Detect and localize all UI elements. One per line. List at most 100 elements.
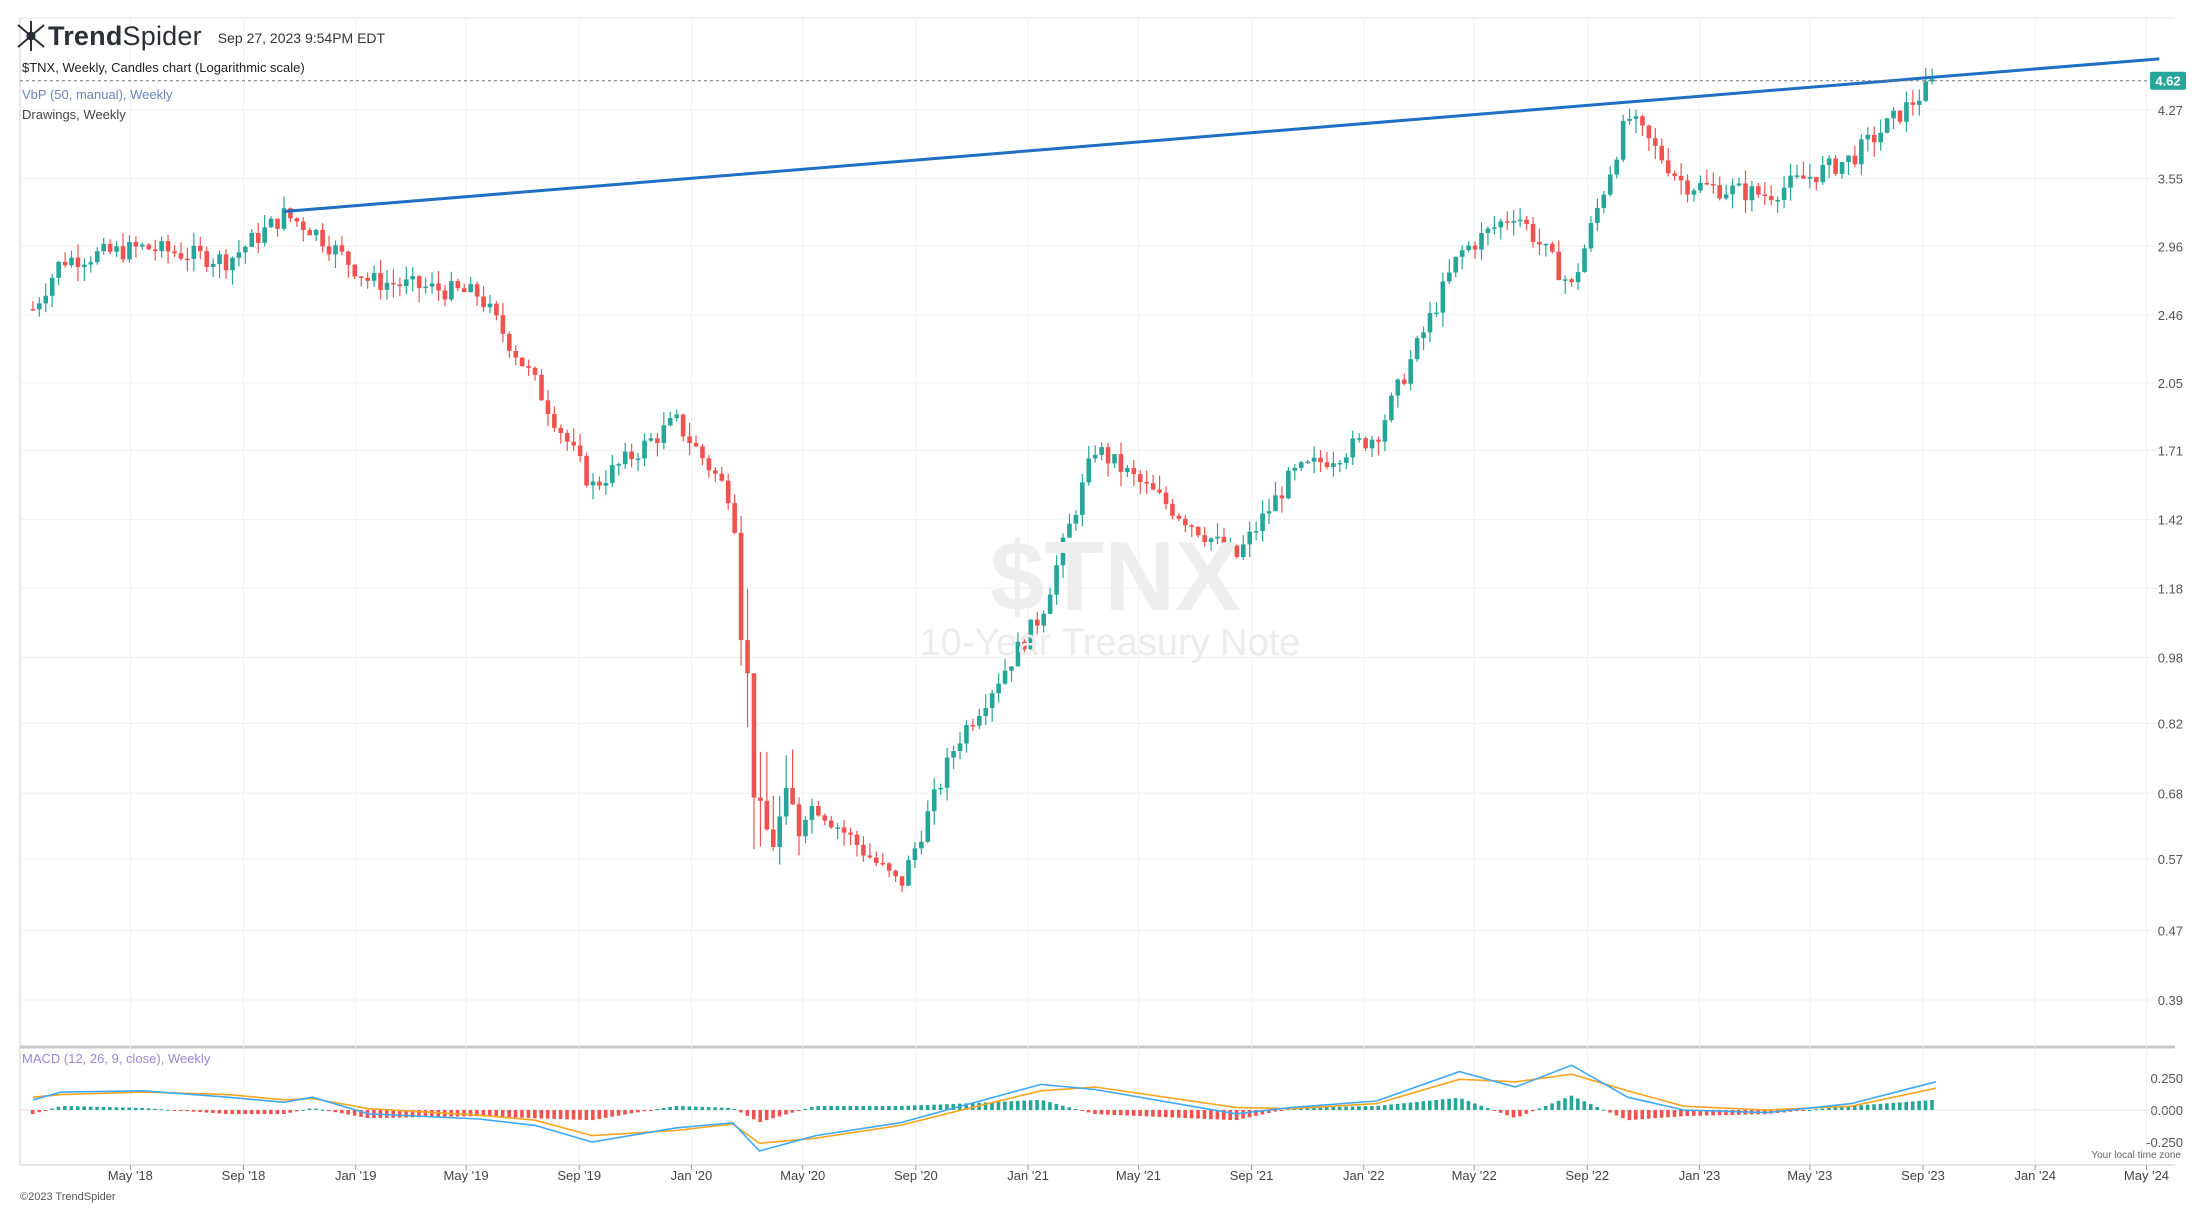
candle-body [758, 797, 763, 801]
macd-histogram-bar [475, 1110, 479, 1117]
macd-histogram-bar [314, 1108, 318, 1110]
chart-legend[interactable]: $TNX, Weekly, Candles chart (Logarithmic… [22, 60, 305, 75]
macd-histogram-bar [694, 1106, 698, 1110]
x-tick-label: Sep '22 [1565, 1168, 1609, 1183]
candle-body [1511, 221, 1516, 223]
candle-body [1331, 463, 1336, 468]
candle-body [841, 827, 847, 833]
candle-body [1923, 81, 1929, 101]
candle-body [1550, 243, 1555, 252]
macd-histogram-bar [178, 1110, 183, 1111]
candle-body [249, 232, 255, 247]
macd-histogram-bar [1685, 1110, 1690, 1117]
candle-body [416, 276, 422, 289]
candle-body [1273, 495, 1278, 512]
macd-histogram-bar [269, 1110, 273, 1115]
macd-histogram-bar [1820, 1108, 1825, 1110]
candle-body [1884, 118, 1890, 133]
macd-histogram-bar [1569, 1095, 1574, 1110]
x-tick-label: May '23 [1787, 1168, 1832, 1183]
candle-body [532, 367, 538, 375]
candle-body [159, 241, 164, 252]
macd-histogram-bar [1859, 1105, 1863, 1110]
candle-body [1607, 174, 1613, 195]
candle-body [577, 445, 583, 457]
macd-histogram-bar [1717, 1110, 1722, 1116]
candle-body [500, 315, 506, 334]
macd-histogram-bar [1434, 1099, 1439, 1110]
macd-histogram-bar [1350, 1106, 1355, 1110]
candle-body [1318, 457, 1323, 463]
candle-body [1575, 272, 1581, 283]
macd-histogram-bar [1698, 1110, 1703, 1116]
macd-histogram-bar [352, 1110, 357, 1116]
candle-body [989, 693, 995, 709]
macd-histogram-bar [1910, 1101, 1915, 1110]
macd-histogram-bar [191, 1110, 196, 1112]
candle-body [1859, 139, 1864, 165]
macd-histogram-bar [1151, 1110, 1155, 1117]
macd-histogram-bar [166, 1109, 170, 1111]
candle-body [1659, 145, 1665, 161]
candle-body [1279, 495, 1285, 499]
candle-body [1665, 160, 1671, 174]
candle-body [1852, 155, 1858, 165]
candle-body [951, 751, 956, 758]
macd-histogram-bar [1086, 1110, 1091, 1113]
candle-body [1144, 482, 1150, 484]
candle-body [1363, 438, 1368, 449]
candle-body [56, 261, 61, 278]
candle-body [854, 834, 860, 845]
candle-body [919, 841, 924, 849]
macd-histogram-bar [1402, 1103, 1406, 1110]
macd-histogram-bar [1691, 1110, 1696, 1116]
drawings-legend[interactable]: Drawings, Weekly [22, 107, 126, 122]
candle-body [590, 481, 596, 486]
candle-body [1710, 184, 1716, 186]
macd-histogram-bar [1395, 1103, 1400, 1110]
vbp-legend[interactable]: VbP (50, manual), Weekly [22, 87, 173, 102]
macd-histogram-bar [359, 1110, 363, 1117]
candle-body [185, 258, 190, 261]
candle-body [667, 418, 673, 426]
candle-body [243, 246, 248, 253]
macd-histogram-bar [1048, 1102, 1052, 1110]
y-tick-label: 1.42 [2158, 512, 2183, 527]
candle-body [101, 243, 106, 252]
candle-body [1582, 248, 1587, 273]
candle-body [1524, 219, 1529, 224]
macd-histogram-bar [803, 1108, 808, 1110]
candle-body [1562, 279, 1568, 281]
candle-body [1292, 467, 1298, 471]
macd-histogram-bar [655, 1109, 659, 1111]
macd-histogram-bar [1563, 1098, 1567, 1110]
macd-histogram-bar [1003, 1101, 1007, 1110]
macd-histogram-bar [327, 1110, 331, 1111]
macd-histogram-bar [1363, 1106, 1368, 1110]
macd-histogram-bar [339, 1110, 344, 1114]
y-tick-label: 0.47 [2158, 924, 2183, 939]
candle-body [1125, 467, 1130, 473]
candle-body [886, 863, 892, 871]
candle-body [127, 241, 132, 260]
macd-histogram-bar [533, 1110, 537, 1119]
candle-body [1472, 245, 1478, 250]
candle-body [313, 229, 319, 236]
candle-body [1112, 454, 1117, 464]
macd-legend[interactable]: MACD (12, 26, 9, close), Weekly [22, 1051, 211, 1066]
candle-body [378, 272, 383, 290]
candle-body [1466, 245, 1471, 251]
macd-histogram-bar [925, 1104, 930, 1110]
macd-histogram-bar [861, 1105, 866, 1110]
candle-body [1170, 504, 1175, 516]
candle-body [481, 296, 486, 308]
candle-body [1253, 531, 1259, 533]
candle-body [796, 804, 802, 837]
watermark-description: 10-Year Treasury Note [919, 622, 1301, 664]
candle-body [584, 456, 589, 486]
macd-histogram-bar [1221, 1110, 1226, 1120]
candle-body [255, 232, 261, 243]
macd-histogram-bar [1318, 1107, 1323, 1110]
candle-body [1324, 462, 1330, 468]
